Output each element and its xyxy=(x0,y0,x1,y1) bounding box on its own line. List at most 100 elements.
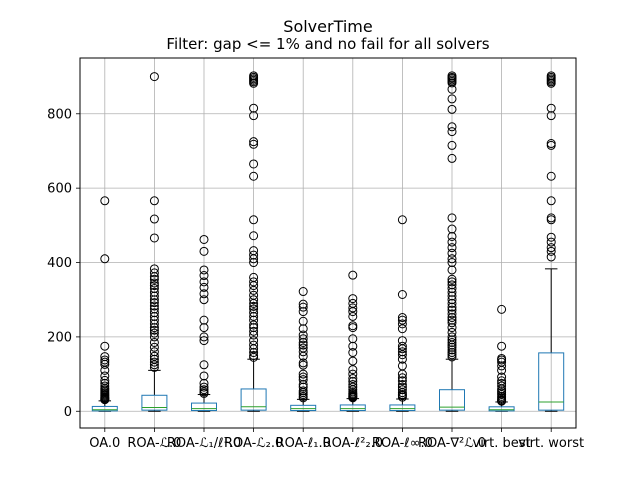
outlier-point xyxy=(447,213,457,223)
outlier-point xyxy=(497,372,507,382)
outlier-point xyxy=(249,304,259,314)
outlier-point xyxy=(348,382,358,392)
outlier-point xyxy=(397,382,407,392)
outlier-point xyxy=(249,159,259,169)
outlier-point xyxy=(348,323,358,333)
box-7 xyxy=(439,71,465,412)
outlier-point xyxy=(447,337,457,347)
outlier-point xyxy=(149,337,159,347)
outlier-point xyxy=(348,393,358,403)
outlier-point xyxy=(298,393,308,403)
outlier-point xyxy=(447,243,457,253)
outlier-point xyxy=(348,307,358,317)
outlier-point xyxy=(397,315,407,325)
outlier-point xyxy=(298,382,308,392)
outlier-point xyxy=(149,284,159,294)
outlier-point xyxy=(497,365,507,375)
x-tick-label: ROA-ℒ₁/ℓ¹.0 xyxy=(167,436,241,451)
box-iqr xyxy=(290,404,317,412)
box-iqr xyxy=(488,406,515,412)
outlier-point xyxy=(447,291,457,301)
outlier-point xyxy=(397,313,407,323)
outlier-point xyxy=(199,277,209,287)
outlier-point xyxy=(298,372,308,382)
box-3 xyxy=(240,71,267,412)
outlier-point xyxy=(249,352,259,362)
outlier-point xyxy=(298,351,308,361)
outlier-point xyxy=(149,298,159,308)
outlier-point xyxy=(447,280,457,290)
x-tick-label: virt. worst xyxy=(518,436,584,451)
box-9 xyxy=(538,71,565,412)
outlier-point xyxy=(298,360,308,370)
outlier-point xyxy=(447,237,457,247)
outlier-point xyxy=(447,342,457,352)
chart-subtitle: Filter: gap <= 1% and no fail for all so… xyxy=(166,35,489,53)
outlier-point xyxy=(249,311,259,321)
outlier-point xyxy=(397,344,407,354)
outlier-point xyxy=(497,396,507,406)
outlier-point xyxy=(100,365,110,375)
chart-title: SolverTime xyxy=(283,17,372,36)
outlier-point xyxy=(348,303,358,313)
outlier-point xyxy=(149,311,159,321)
outlier-point xyxy=(397,324,407,334)
outlier-point xyxy=(199,282,209,292)
y-tick-label: 800 xyxy=(47,107,72,122)
outlier-point xyxy=(447,84,457,94)
outlier-point xyxy=(249,103,259,113)
outlier-point xyxy=(249,295,259,305)
outlier-point xyxy=(447,298,457,308)
outlier-point xyxy=(249,171,259,181)
outlier-point xyxy=(199,371,209,381)
x-axis: OA.0 ROA-ℒ.0ROA-ℒ₁/ℓ¹.0ROA-ℒ₂.0ROA-ℓ₁.0RO… xyxy=(89,428,584,451)
outlier-point xyxy=(100,395,110,405)
outlier-point xyxy=(546,246,556,256)
outlier-point xyxy=(397,354,407,364)
outlier-point xyxy=(546,237,556,247)
outlier-point xyxy=(497,341,507,351)
outlier-point xyxy=(149,233,159,243)
outlier-point xyxy=(298,358,308,368)
x-tick-label: virt. best xyxy=(473,436,531,451)
outlier-point xyxy=(149,319,159,329)
box-iqr xyxy=(240,388,267,411)
box-iqr xyxy=(339,404,366,412)
outlier-point xyxy=(249,277,259,287)
outlier-point xyxy=(447,248,457,258)
outlier-point xyxy=(348,356,358,366)
outlier-point xyxy=(149,291,159,301)
outlier-point xyxy=(447,231,457,241)
outlier-point xyxy=(447,313,457,323)
outlier-point xyxy=(447,327,457,337)
outlier-point xyxy=(249,330,259,340)
outlier-point xyxy=(298,299,308,309)
outlier-point xyxy=(199,265,209,275)
outlier-point xyxy=(199,246,209,256)
outlier-point xyxy=(149,268,159,278)
outlier-point xyxy=(447,302,457,312)
outlier-point xyxy=(249,137,259,147)
outlier-point xyxy=(249,340,259,350)
outlier-point xyxy=(348,341,358,351)
box-iqr xyxy=(538,352,565,411)
y-tick-label: 600 xyxy=(47,182,72,197)
outlier-point xyxy=(348,369,358,379)
outlier-point xyxy=(546,103,556,113)
outlier-point xyxy=(100,371,110,381)
outlier-point xyxy=(149,325,159,335)
outlier-point xyxy=(348,270,358,280)
outlier-point xyxy=(447,305,457,315)
outlier-point xyxy=(447,274,457,284)
outlier-point xyxy=(249,344,259,354)
outlier-point xyxy=(497,304,507,314)
outlier-point xyxy=(249,315,259,325)
outlier-point xyxy=(397,347,407,357)
outlier-point xyxy=(199,378,209,388)
outlier-point xyxy=(447,153,457,163)
outlier-point xyxy=(397,392,407,402)
outlier-point xyxy=(397,319,407,329)
x-tick-label: ROA-ℒ.0 xyxy=(127,436,181,451)
outlier-point xyxy=(149,301,159,311)
outlier-point xyxy=(497,355,507,365)
